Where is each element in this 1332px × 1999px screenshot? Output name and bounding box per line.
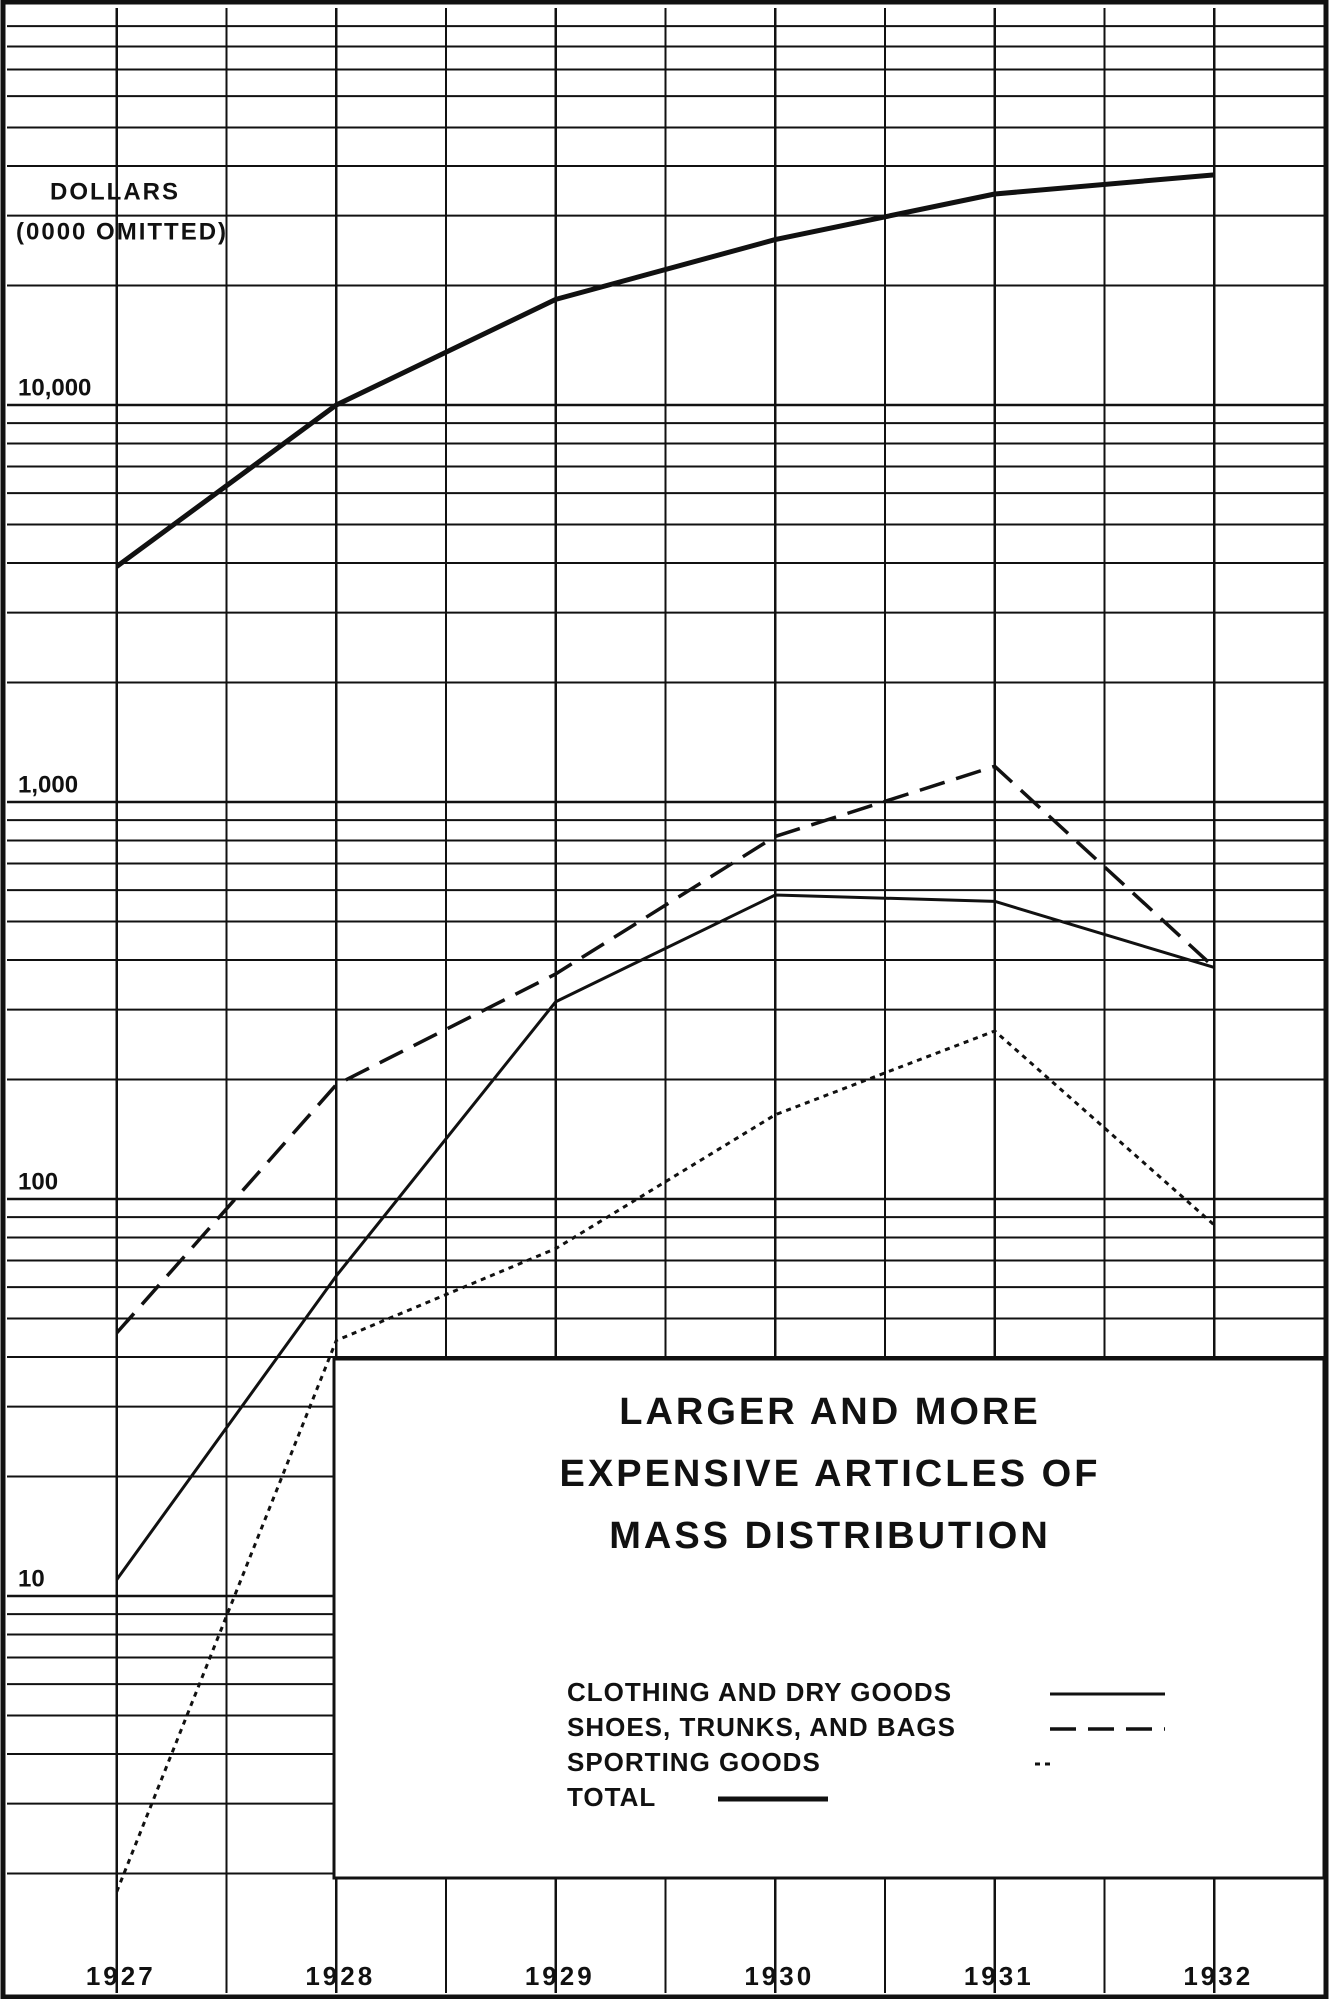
x-tick-label: 1931 <box>964 1961 1034 1991</box>
legend-label: SPORTING GOODS <box>567 1747 821 1777</box>
legend-label: SHOES, TRUNKS, AND BAGS <box>567 1712 956 1742</box>
x-tick-label: 1928 <box>305 1961 375 1991</box>
y-tick-label: 100 <box>18 1168 58 1195</box>
chart-title: EXPENSIVE ARTICLES OF <box>560 1453 1101 1495</box>
series-line <box>115 764 1216 1335</box>
legend-label: TOTAL <box>567 1782 656 1812</box>
legend-box <box>332 1357 1326 1880</box>
x-tick-label: 1932 <box>1183 1961 1253 1991</box>
y-tick-label: 1,000 <box>18 771 78 798</box>
legend-label: CLOTHING AND DRY GOODS <box>567 1677 952 1707</box>
chart-title: MASS DISTRIBUTION <box>609 1515 1051 1557</box>
x-tick-label: 1929 <box>525 1961 595 1991</box>
x-tick-label: 1927 <box>86 1961 156 1991</box>
series-line <box>115 893 1215 1581</box>
x-tick-label: 1930 <box>744 1961 814 1991</box>
y-axis-label: (0000 OMITTED) <box>16 218 228 245</box>
y-tick-label: 10 <box>18 1565 45 1592</box>
chart-title: LARGER AND MORE <box>619 1391 1040 1433</box>
series-line <box>115 1029 1216 1893</box>
y-tick-label: 10,000 <box>18 374 91 401</box>
y-axis-label: DOLLARS <box>50 178 180 205</box>
series-line <box>115 172 1215 569</box>
